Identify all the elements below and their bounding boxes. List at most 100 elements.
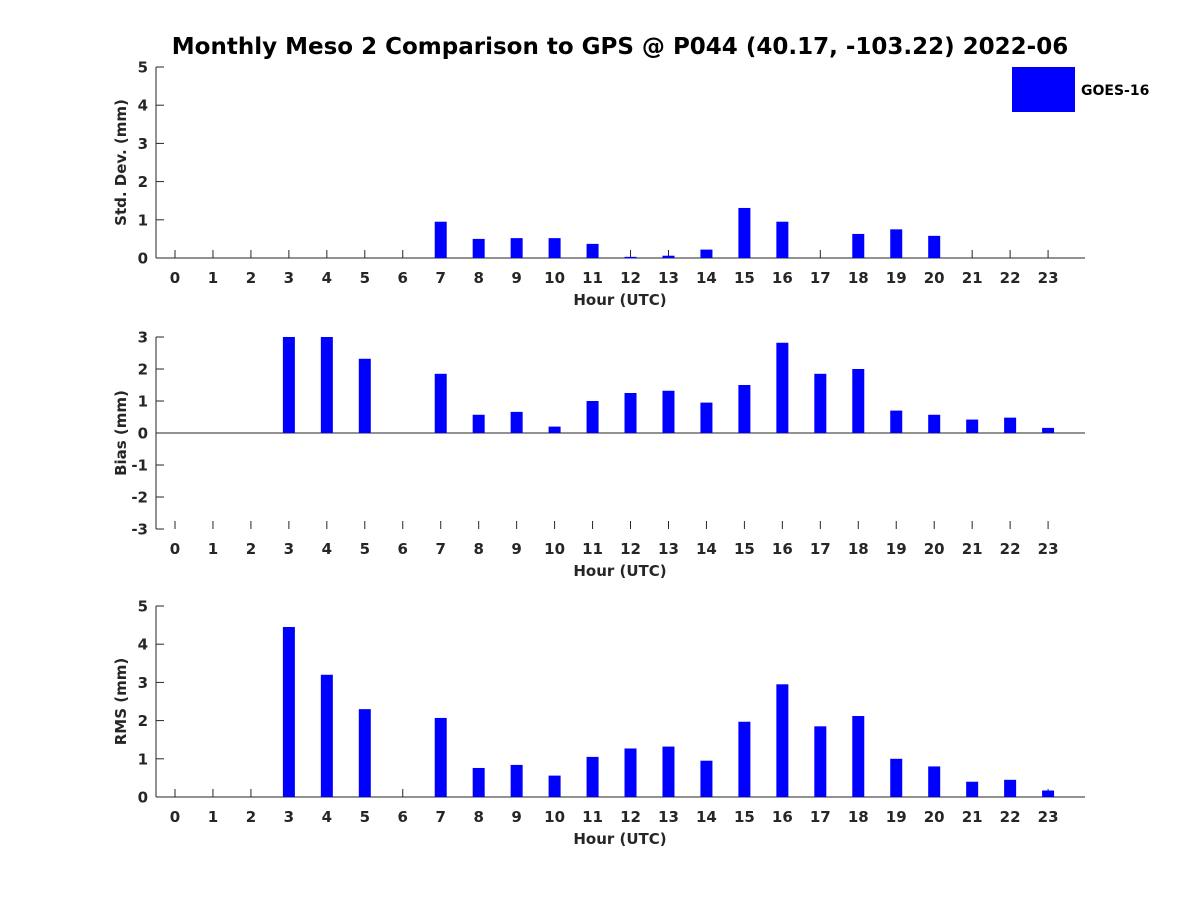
bar-bias-5	[358, 358, 371, 433]
bar-std-dev-14	[700, 249, 713, 258]
x-tick-label: 23	[1038, 540, 1059, 558]
x-tick-label: 17	[810, 269, 831, 287]
bar-bias-19	[890, 410, 903, 433]
bar-rms-18	[852, 716, 865, 797]
bar-rms-19	[890, 758, 903, 797]
x-tick-label: 1	[208, 540, 218, 558]
bar-rms-22	[1004, 779, 1017, 797]
x-tick-label: 18	[848, 808, 869, 826]
x-tick-label: 9	[511, 808, 521, 826]
x-tick-label: 0	[170, 808, 180, 826]
x-tick-label: 23	[1038, 269, 1059, 287]
x-tick-label: 16	[772, 540, 793, 558]
bar-bias-23	[1042, 427, 1055, 433]
bar-std-dev-10	[548, 238, 561, 258]
bar-bias-11	[586, 401, 599, 433]
bar-rms-20	[928, 766, 941, 797]
bar-bias-7	[434, 373, 447, 433]
bar-rms-5	[358, 709, 371, 797]
x-tick-label: 20	[924, 808, 945, 826]
x-tick-label: 15	[734, 808, 755, 826]
x-tick-label: 1	[208, 269, 218, 287]
bar-rms-3	[282, 627, 295, 797]
figure-title: Monthly Meso 2 Comparison to GPS @ P044 …	[172, 34, 1068, 60]
x-tick-label: 12	[620, 540, 641, 558]
bar-std-dev-15	[738, 207, 751, 258]
x-tick-label: 2	[246, 808, 256, 826]
y-tick-label: 1	[138, 750, 148, 768]
bar-std-dev-11	[586, 243, 599, 258]
y-tick-label: 3	[138, 135, 148, 153]
x-tick-label: 7	[436, 808, 446, 826]
bar-bias-9	[510, 411, 523, 433]
bar-std-dev-16	[776, 221, 789, 258]
x-tick-label: 23	[1038, 808, 1059, 826]
y-tick-label: 4	[138, 97, 148, 115]
y-tick-label: -2	[131, 489, 148, 507]
bar-rms-9	[510, 764, 523, 797]
x-tick-label: 1	[208, 808, 218, 826]
x-tick-label: 3	[284, 540, 294, 558]
x-axis-title: Hour (UTC)	[573, 291, 666, 309]
y-tick-label: 1	[138, 211, 148, 229]
bar-std-dev-19	[890, 229, 903, 258]
x-tick-label: 8	[473, 540, 483, 558]
bar-rms-21	[966, 781, 979, 797]
y-tick-label: 0	[138, 250, 148, 268]
x-tick-label: 4	[322, 808, 332, 826]
x-tick-label: 5	[360, 269, 370, 287]
legend: GOES-16	[1012, 67, 1149, 112]
bar-std-dev-8	[472, 238, 485, 258]
y-tick-label: 0	[138, 425, 148, 443]
y-tick-label: 1	[138, 393, 148, 411]
bar-rms-13	[662, 746, 675, 797]
y-tick-label: 0	[138, 789, 148, 807]
bar-rms-8	[472, 767, 485, 797]
bar-bias-10	[548, 426, 561, 433]
x-tick-label: 15	[734, 269, 755, 287]
x-tick-label: 5	[360, 808, 370, 826]
x-tick-label: 10	[544, 540, 565, 558]
bar-rms-4	[320, 674, 333, 797]
x-tick-label: 7	[436, 269, 446, 287]
x-tick-label: 14	[696, 808, 717, 826]
x-tick-label: 18	[848, 540, 869, 558]
bar-bias-18	[852, 369, 865, 433]
x-tick-label: 20	[924, 269, 945, 287]
bar-bias-14	[700, 402, 713, 433]
x-tick-label: 20	[924, 540, 945, 558]
bar-std-dev-20	[928, 235, 941, 258]
x-tick-label: 6	[398, 540, 408, 558]
x-tick-label: 21	[962, 269, 983, 287]
x-tick-label: 11	[582, 269, 603, 287]
bar-rms-12	[624, 748, 637, 797]
x-tick-label: 14	[696, 540, 717, 558]
bar-bias-3	[282, 337, 295, 433]
x-tick-label: 4	[322, 269, 332, 287]
x-tick-label: 16	[772, 808, 793, 826]
y-tick-label: 4	[138, 636, 148, 654]
x-tick-label: 16	[772, 269, 793, 287]
x-tick-label: 17	[810, 540, 831, 558]
y-tick-label: 3	[138, 674, 148, 692]
x-tick-label: 15	[734, 540, 755, 558]
x-tick-label: 9	[511, 540, 521, 558]
x-tick-label: 22	[1000, 808, 1021, 826]
x-tick-label: 0	[170, 540, 180, 558]
x-tick-label: 21	[962, 808, 983, 826]
bar-std-dev-12	[624, 256, 637, 259]
x-tick-label: 11	[582, 540, 603, 558]
x-axis-title: Hour (UTC)	[573, 830, 666, 848]
x-tick-label: 12	[620, 808, 641, 826]
x-tick-label: 13	[658, 808, 679, 826]
bar-bias-21	[966, 419, 979, 433]
bar-bias-15	[738, 385, 751, 433]
bar-rms-23	[1042, 790, 1055, 797]
legend-label: GOES-16	[1081, 83, 1149, 99]
